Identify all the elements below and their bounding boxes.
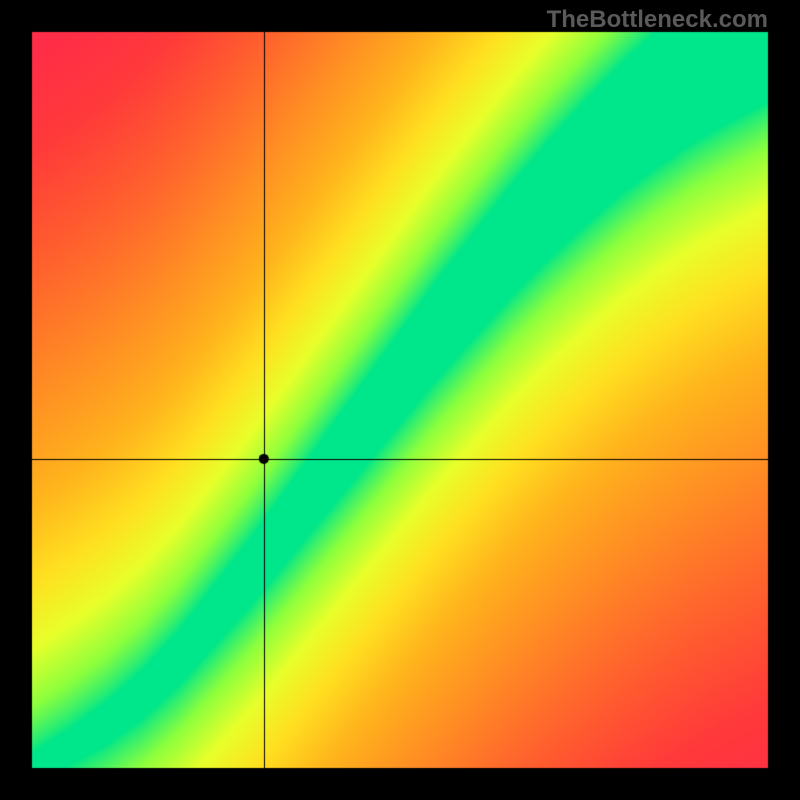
chart-container: TheBottleneck.com [0,0,800,800]
bottleneck-heatmap [0,0,800,800]
watermark-text: TheBottleneck.com [547,6,768,34]
